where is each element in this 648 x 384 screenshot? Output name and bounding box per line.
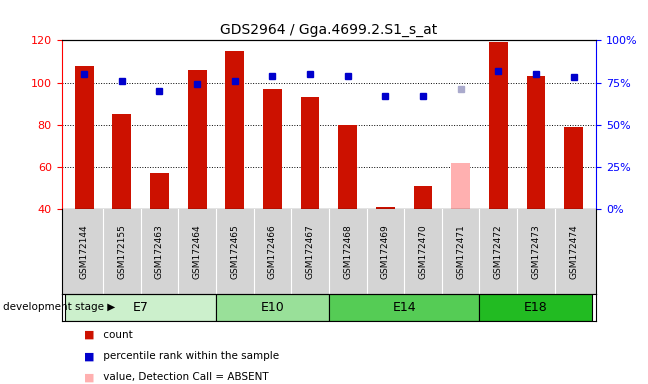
Title: GDS2964 / Gga.4699.2.S1_s_at: GDS2964 / Gga.4699.2.S1_s_at bbox=[220, 23, 437, 36]
Bar bbox=[376, 207, 395, 209]
Text: GSM172470: GSM172470 bbox=[419, 224, 428, 279]
Text: ■: ■ bbox=[84, 351, 95, 361]
Bar bbox=[216, 294, 329, 321]
Bar bbox=[301, 98, 319, 209]
Text: GSM172466: GSM172466 bbox=[268, 224, 277, 279]
Text: count: count bbox=[100, 330, 133, 340]
Bar bbox=[75, 66, 93, 209]
Bar bbox=[65, 294, 216, 321]
Text: GSM172144: GSM172144 bbox=[80, 224, 89, 279]
Text: GSM172473: GSM172473 bbox=[531, 224, 540, 279]
Text: GSM172464: GSM172464 bbox=[192, 224, 202, 279]
Bar bbox=[564, 127, 583, 209]
Bar bbox=[226, 51, 244, 209]
Bar bbox=[263, 89, 282, 209]
Text: GSM172471: GSM172471 bbox=[456, 224, 465, 279]
Text: GSM172469: GSM172469 bbox=[381, 224, 390, 279]
Bar bbox=[527, 76, 546, 209]
Text: percentile rank within the sample: percentile rank within the sample bbox=[100, 351, 279, 361]
Bar bbox=[150, 174, 169, 209]
Text: E7: E7 bbox=[133, 301, 148, 314]
Text: GSM172155: GSM172155 bbox=[117, 224, 126, 279]
Bar bbox=[480, 294, 592, 321]
Text: GSM172463: GSM172463 bbox=[155, 224, 164, 279]
Text: GSM172468: GSM172468 bbox=[343, 224, 352, 279]
Text: GSM172472: GSM172472 bbox=[494, 224, 503, 279]
Bar bbox=[489, 43, 507, 209]
Bar bbox=[112, 114, 131, 209]
Bar bbox=[329, 294, 480, 321]
Bar bbox=[188, 70, 207, 209]
Text: E10: E10 bbox=[260, 301, 284, 314]
Bar bbox=[413, 186, 432, 209]
Text: E18: E18 bbox=[524, 301, 548, 314]
Bar bbox=[338, 125, 357, 209]
Text: GSM172465: GSM172465 bbox=[230, 224, 239, 279]
Text: development stage ▶: development stage ▶ bbox=[3, 302, 115, 312]
Text: value, Detection Call = ABSENT: value, Detection Call = ABSENT bbox=[100, 372, 269, 382]
Bar bbox=[451, 163, 470, 209]
Text: ■: ■ bbox=[84, 330, 95, 340]
Text: ■: ■ bbox=[84, 372, 95, 382]
Text: GSM172474: GSM172474 bbox=[569, 224, 578, 279]
Text: GSM172467: GSM172467 bbox=[306, 224, 314, 279]
Text: E14: E14 bbox=[392, 301, 416, 314]
